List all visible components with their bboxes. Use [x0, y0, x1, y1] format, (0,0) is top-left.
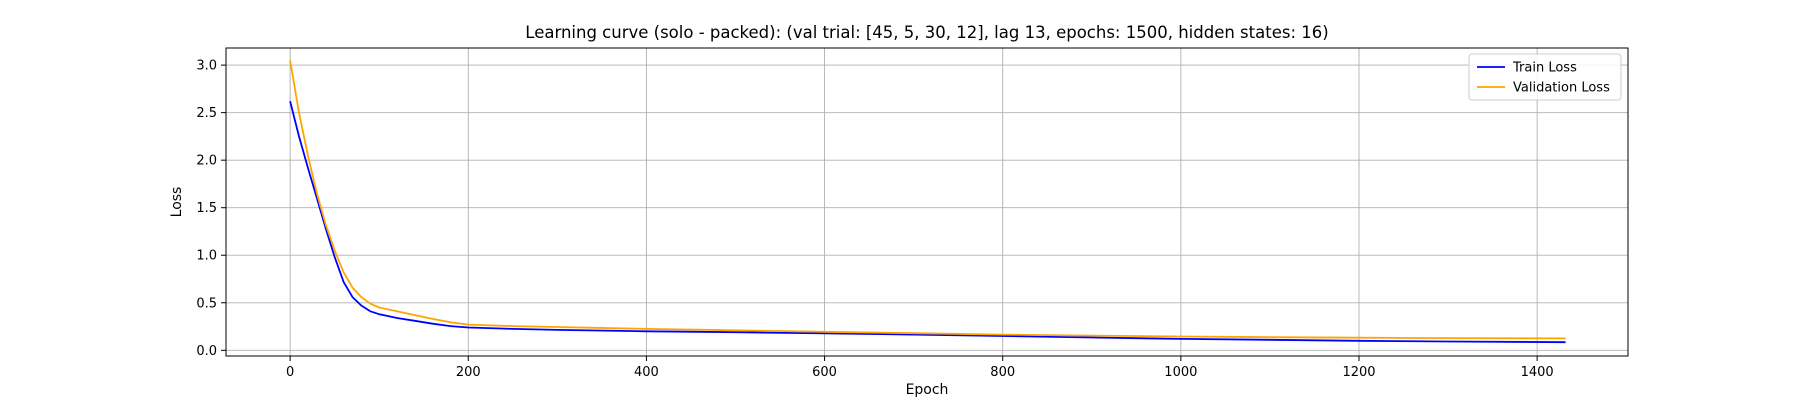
x-tick-label: 200	[456, 365, 481, 380]
x-tick-label: 1200	[1342, 365, 1375, 380]
y-tick-label: 0.5	[196, 296, 217, 311]
y-tick-label: 2.5	[196, 106, 217, 121]
axis-ticks: 0 200 400 600 800 1000 1200 1400 0.0 0.5 1.0 1.5 2.0…	[196, 59, 1553, 380]
x-tick-label: 0	[286, 365, 294, 380]
y-tick-label: 1.5	[196, 201, 217, 216]
x-axis-label: Epoch	[906, 382, 949, 398]
legend-label: Validation Loss	[1513, 81, 1610, 96]
plot-frame	[225, 47, 1629, 357]
series-line-validation-loss	[289, 60, 1566, 340]
x-tick-label: 800	[990, 365, 1015, 380]
y-tick-label: 0.0	[196, 344, 217, 359]
y-axis-label: Loss	[169, 187, 185, 218]
plot-lines	[289, 60, 1566, 344]
y-tick-label: 3.0	[196, 59, 217, 74]
legend-label: Train Loss	[1512, 61, 1577, 76]
legend-box	[1468, 53, 1622, 101]
chart-title: Learning curve (solo - packed): (val tri…	[525, 23, 1328, 42]
legend: Train Loss Validation Loss	[1468, 53, 1622, 101]
y-tick-label: 2.0	[196, 154, 217, 169]
x-tick-label: 600	[812, 365, 837, 380]
x-tick-label: 400	[634, 365, 659, 380]
series-line-train-loss	[289, 100, 1566, 344]
x-tick-label: 1400	[1521, 365, 1554, 380]
x-tick-label: 1000	[1164, 365, 1197, 380]
y-tick-label: 1.0	[196, 249, 217, 264]
